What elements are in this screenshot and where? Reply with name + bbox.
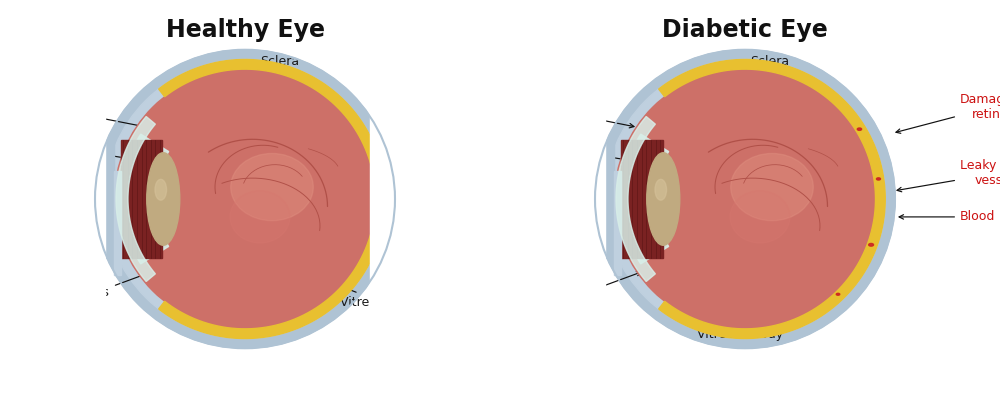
Polygon shape [370, 0, 605, 398]
Text: Cornea: Cornea [0, 169, 112, 183]
Polygon shape [0, 0, 105, 398]
Ellipse shape [231, 154, 313, 220]
Text: Lens: Lens [571, 271, 641, 299]
Text: Damaged
retina: Damaged retina [896, 94, 1000, 133]
Text: Ciliary muscle: Ciliary muscle [464, 95, 634, 128]
Text: Iris: Iris [539, 141, 631, 162]
Text: Vitreous body: Vitreous body [314, 275, 426, 309]
Text: Diabetic Eye: Diabetic Eye [662, 18, 828, 42]
Polygon shape [614, 171, 620, 275]
Ellipse shape [857, 128, 862, 131]
Text: Sclera: Sclera [255, 55, 300, 87]
Text: Healthy Eye: Healthy Eye [166, 18, 324, 42]
Ellipse shape [869, 244, 874, 246]
Ellipse shape [114, 69, 376, 329]
Polygon shape [122, 134, 169, 264]
Text: Leaky blood
vessels: Leaky blood vessels [897, 159, 1000, 192]
Text: Blood: Blood [899, 211, 995, 223]
Polygon shape [105, 140, 114, 258]
Ellipse shape [730, 191, 790, 243]
Polygon shape [605, 140, 614, 258]
Text: Aqueous humor: Aqueous humor [0, 226, 109, 249]
Polygon shape [620, 140, 662, 258]
Polygon shape [622, 134, 669, 264]
Text: Cornea: Cornea [490, 169, 602, 183]
Text: Ciliary muscle: Ciliary muscle [0, 95, 144, 128]
Text: Lens: Lens [81, 271, 151, 299]
Ellipse shape [155, 179, 167, 200]
Text: Aqueous humor: Aqueous humor [410, 226, 599, 249]
Polygon shape [659, 59, 885, 339]
Text: Sclera: Sclera [746, 55, 790, 87]
Text: Retina: Retina [397, 101, 460, 129]
Ellipse shape [605, 59, 885, 339]
Ellipse shape [595, 50, 895, 348]
Ellipse shape [147, 153, 180, 245]
Ellipse shape [614, 69, 876, 329]
Polygon shape [114, 171, 121, 275]
Polygon shape [116, 117, 155, 281]
Ellipse shape [731, 154, 813, 220]
Ellipse shape [647, 153, 680, 245]
Ellipse shape [95, 50, 395, 348]
Ellipse shape [230, 191, 290, 243]
Polygon shape [121, 140, 162, 258]
Polygon shape [616, 117, 655, 281]
Text: Vitreous body: Vitreous body [697, 310, 783, 341]
Polygon shape [159, 59, 385, 339]
Ellipse shape [655, 179, 667, 200]
Text: Iris: Iris [49, 141, 141, 162]
Ellipse shape [836, 293, 840, 295]
Ellipse shape [105, 59, 385, 339]
Ellipse shape [876, 178, 881, 180]
